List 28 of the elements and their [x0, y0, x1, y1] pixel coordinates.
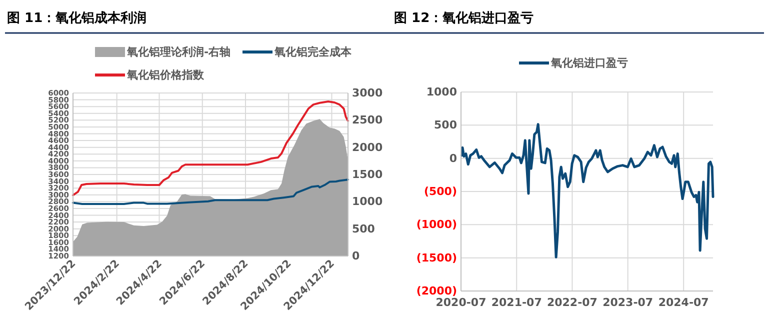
y2-tick-label: 2500: [352, 114, 383, 127]
y2-tick-label: 2000: [352, 140, 383, 154]
y2-tick-label: 1000: [352, 195, 383, 208]
y-tick-label: 500: [434, 118, 458, 132]
legend-label: 氧化铝进口盈亏: [550, 56, 628, 70]
y-tick-label: (1500): [416, 251, 457, 264]
x-tick-label: 2020-07: [436, 296, 486, 309]
y-tick-label: (1000): [416, 218, 457, 232]
x-tick-label: 2023-07: [602, 296, 654, 309]
x-tick-label: 2021-07: [491, 296, 542, 309]
legend-label: 氧化铝价格指数: [126, 68, 205, 82]
chart-title: 图 12：氧化铝进口盈亏: [394, 11, 534, 26]
y-tick-label: 0: [449, 152, 458, 165]
x-tick-label: 2022-07: [546, 296, 598, 309]
line-series: [72, 178, 349, 206]
y-tick-label: (500): [424, 185, 457, 198]
line-series: [460, 123, 714, 258]
x-tick-label: 2024-07: [658, 296, 709, 309]
y2-tick-label: 500: [352, 222, 376, 236]
y2-tick-label: 3000: [352, 86, 383, 100]
y-tick-label: (2000): [416, 284, 457, 298]
y2-tick-label: 0: [352, 250, 360, 262]
legend-label: 氧化铝完全成本: [274, 46, 352, 58]
y2-tick-label: 1500: [352, 168, 383, 181]
y-tick-label: 1000: [426, 86, 458, 98]
legend-label: 氧化铝理论利润-右轴: [126, 46, 231, 58]
line-series: [72, 100, 349, 196]
chart-title: 图 11：氧化铝成本利润: [7, 10, 147, 26]
